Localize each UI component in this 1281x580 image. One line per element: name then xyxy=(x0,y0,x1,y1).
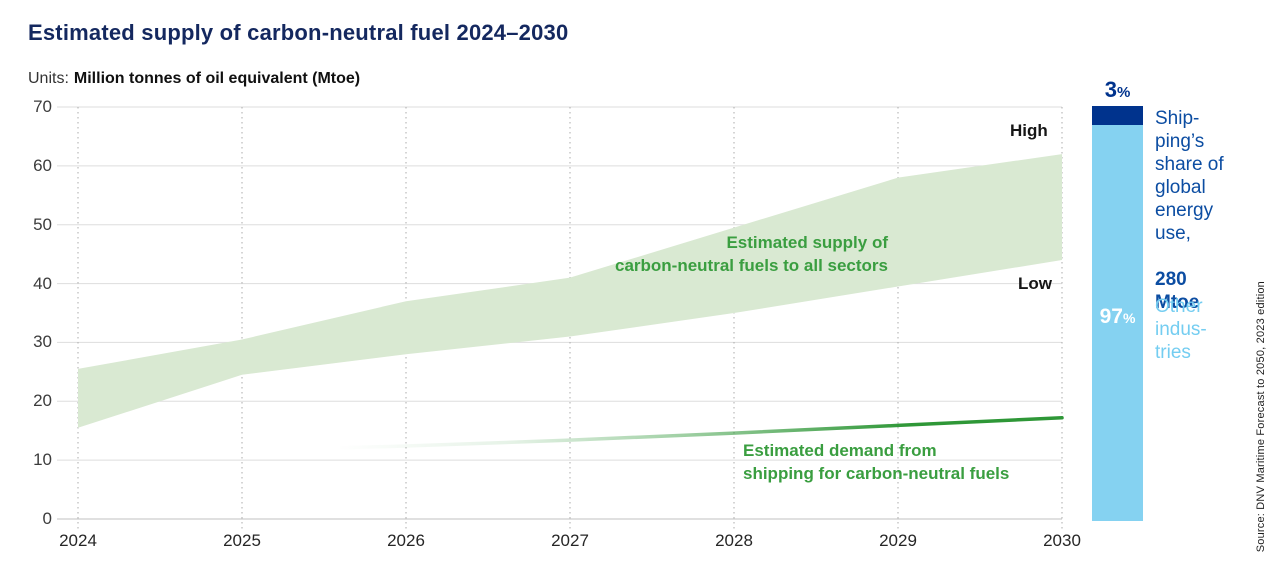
y-tick-label: 0 xyxy=(42,509,52,528)
x-tick-label: 2024 xyxy=(59,531,97,550)
other-percent-value: 97 xyxy=(1099,305,1123,328)
data-series xyxy=(78,154,1064,450)
shipping-percent-value: 3 xyxy=(1104,77,1117,102)
band-high-label: High xyxy=(1010,121,1048,140)
shipping-demand-annotation: Estimated demand from shipping for carbo… xyxy=(743,441,1010,483)
x-tick-label: 2026 xyxy=(387,531,425,550)
percent-sign: % xyxy=(1116,84,1131,101)
shipping-share-caption-value: 280 Mtoe xyxy=(1155,269,1200,313)
source-note: Source: DNV Maritime Forecast to 2050, 2… xyxy=(1255,280,1267,552)
units-label: Units: Million tonnes of oil equivalent (… xyxy=(28,70,360,88)
bar-segment-other xyxy=(1092,125,1143,521)
y-tick-label: 20 xyxy=(33,391,52,411)
shipping-share-percent-label: 3% xyxy=(1080,77,1155,106)
y-tick-label: 60 xyxy=(33,155,52,175)
percent-sign: % xyxy=(1122,310,1136,326)
x-tick-label: 2029 xyxy=(879,531,917,550)
bar-segment-shipping xyxy=(1092,106,1143,125)
energy-share-stacked-bar xyxy=(1092,106,1143,521)
shipping-share-caption-text: Ship- ping’s share of global energy use, xyxy=(1155,108,1224,244)
y-tick-label: 40 xyxy=(33,273,52,293)
x-tick-label: 2030 xyxy=(1043,531,1081,550)
x-tick-label: 2028 xyxy=(715,531,753,550)
y-tick-label: 30 xyxy=(33,332,52,352)
y-tick-label: 70 xyxy=(33,97,52,116)
supply-band-annotation: Estimated supply of carbon-neutral fuels… xyxy=(614,233,888,275)
y-tick-label: 10 xyxy=(33,450,52,470)
y-tick-label: 50 xyxy=(33,214,52,234)
page-title: Estimated supply of carbon-neutral fuel … xyxy=(28,20,569,45)
units-prefix: Units: xyxy=(28,70,69,87)
other-industries-percent-label: 97% xyxy=(1092,304,1143,331)
x-tick-label: 2027 xyxy=(551,531,589,550)
other-industries-caption: Other indus- tries xyxy=(1155,296,1207,363)
units-text: Million tonnes of oil equivalent (Mtoe) xyxy=(73,70,361,87)
x-tick-label: 2025 xyxy=(223,531,261,550)
shipping-share-caption: Ship- ping’s share of global energy use,… xyxy=(1155,84,1224,337)
band-low-label: Low xyxy=(1018,274,1052,293)
